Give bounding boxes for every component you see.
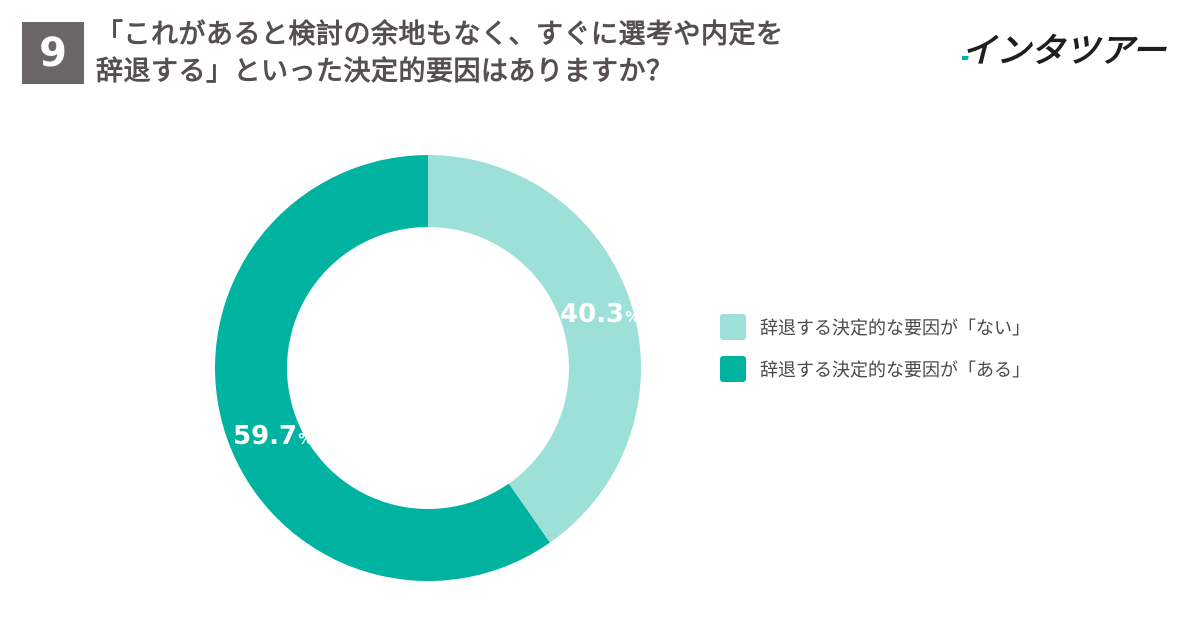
question-title-line-1: 「これがあると検討の余地もなく、すぐに選考や内定を <box>96 19 784 50</box>
donut-slices <box>214 155 641 581</box>
donut-slice-1 <box>214 155 550 581</box>
brand-logo-text: インタツアー <box>962 31 1167 71</box>
brand-logo-accent <box>962 56 969 60</box>
legend-label-aru: 辞退する決定的な要因が「ある」 <box>760 360 1030 381</box>
legend-swatch-nai <box>720 314 746 340</box>
legend-label-nai: 辞退する決定的な要因が「ない」 <box>760 318 1030 339</box>
legend-swatch-aru <box>720 356 746 382</box>
legend-item-aru: 辞退する決定的な要因が「ある」 <box>720 356 1030 382</box>
legend-item-nai: 辞退する決定的な要因が「ない」 <box>720 314 1030 340</box>
donut-value-label-0: 40.3% <box>560 299 640 329</box>
brand-logo: インタツアー <box>962 31 1167 71</box>
donut-labels: 40.3% 59.7% <box>233 299 640 451</box>
question-title-line-2: 辞退する」といった決定的要因はありますか？ <box>96 56 674 87</box>
chart-legend: 辞退する決定的な要因が「ない」 辞退する決定的な要因が「ある」 <box>720 314 1030 398</box>
donut-value-label-1: 59.7% <box>233 421 313 451</box>
question-title: 「これがあると検討の余地もなく、すぐに選考や内定を 辞退する」といった決定的要因… <box>96 16 876 90</box>
question-number-badge: 9 <box>22 22 84 84</box>
donut-slice-0 <box>428 155 641 543</box>
question-number: 9 <box>39 30 67 76</box>
